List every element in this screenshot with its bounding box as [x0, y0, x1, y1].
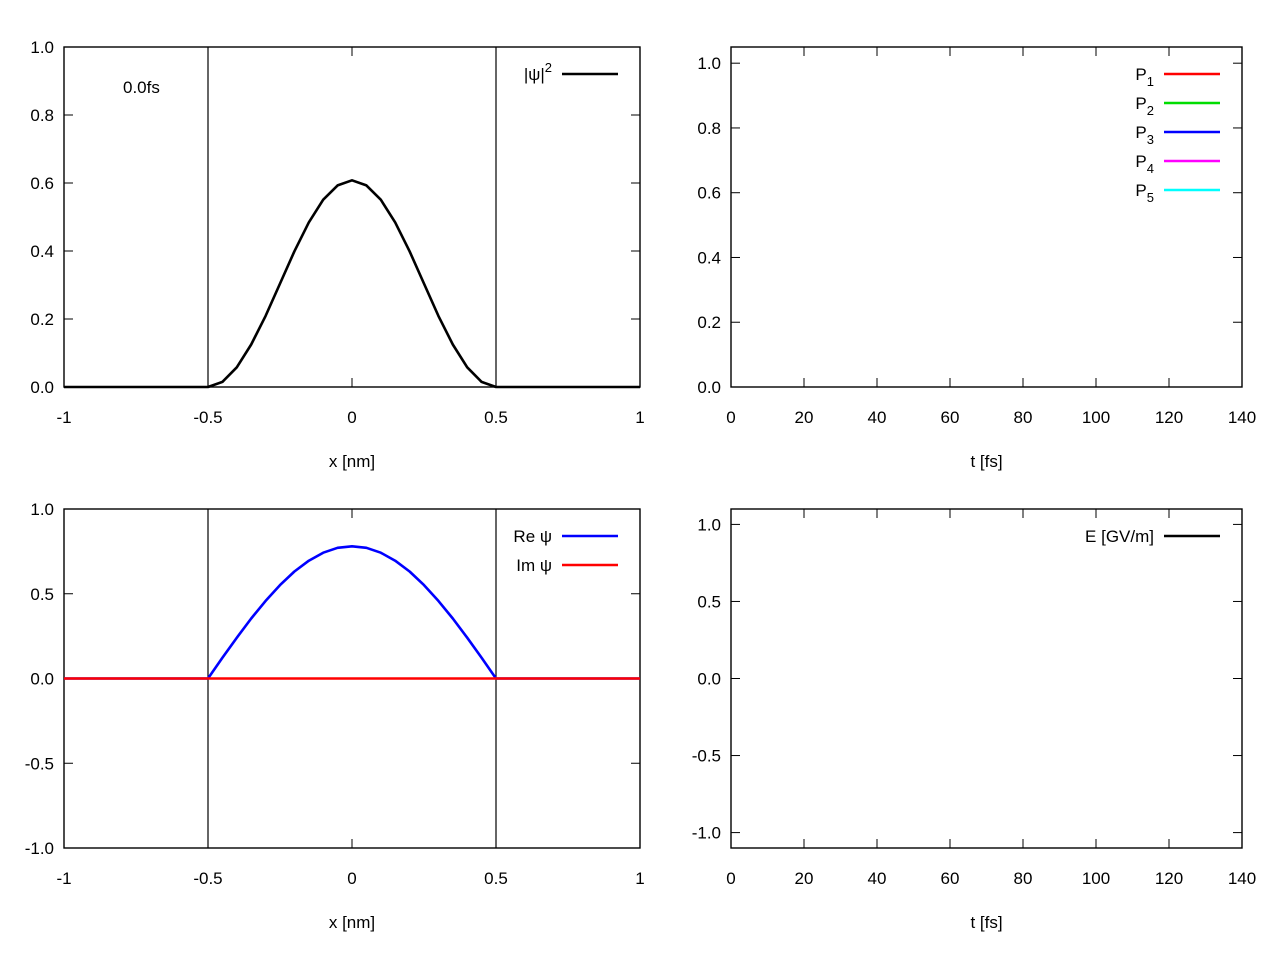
- plot-frame: [730, 508, 1243, 849]
- series-line: [64, 179, 640, 389]
- y-tick-label: 0.0: [30, 378, 54, 397]
- x-tick-label: 1: [635, 408, 644, 427]
- x-tick-label: 0.5: [484, 408, 508, 427]
- x-tick-label: 0: [347, 869, 356, 888]
- x-axis-label: t [fs]: [970, 452, 1002, 471]
- plot-frame: [730, 46, 1243, 388]
- series-line: [64, 544, 640, 680]
- y-tick-label: 0.6: [30, 174, 54, 193]
- y-tick-label: 0.8: [30, 106, 54, 125]
- y-tick-label: 1.0: [30, 38, 54, 57]
- x-tick-label: 120: [1155, 408, 1183, 427]
- panel-electric-field: 0 20 40 60 80 100 120 140 -1.0 -0.5 0.0 0.5 1.0 t [fs…: [692, 508, 1256, 932]
- panel-state-populations: 0 20 40 60 80 100 120 140 0.0 0.2 0.4 0.6 0.8 1.0 t [f…: [697, 46, 1256, 471]
- y-tick-label: 0.8: [697, 119, 721, 138]
- y-tick-label: -1.0: [25, 839, 54, 858]
- x-tick-label: -0.5: [193, 869, 222, 888]
- x-tick-label: -1: [56, 869, 71, 888]
- x-tick-label: 20: [795, 869, 814, 888]
- y-tick-label: 0.2: [697, 313, 721, 332]
- legend-label: |ψ|2: [524, 60, 552, 84]
- legend-label: P2: [1135, 94, 1154, 118]
- y-tick-label: 0.5: [30, 585, 54, 604]
- x-tick-label: -0.5: [193, 408, 222, 427]
- legend-label: Im ψ: [516, 556, 552, 575]
- x-tick-label: -1: [56, 408, 71, 427]
- y-tick-label: 1.0: [697, 515, 721, 534]
- x-tick-label: 80: [1014, 869, 1033, 888]
- plot-frame: [63, 46, 641, 388]
- legend-label: P1: [1135, 65, 1154, 89]
- x-tick-label: 80: [1014, 408, 1033, 427]
- x-tick-label: 100: [1082, 408, 1110, 427]
- y-tick-label: 0.6: [697, 184, 721, 203]
- y-tick-label: 0.0: [30, 670, 54, 689]
- y-tick-label: 1.0: [30, 500, 54, 519]
- x-tick-label: 120: [1155, 869, 1183, 888]
- y-tick-label: 0.4: [30, 242, 54, 261]
- x-tick-label: 0: [347, 408, 356, 427]
- legend-label: P5: [1135, 181, 1154, 205]
- x-axis-label: x [nm]: [329, 452, 375, 471]
- y-tick-label: 0.0: [697, 670, 721, 689]
- y-tick-label: 0.4: [697, 248, 721, 267]
- x-tick-label: 40: [868, 869, 887, 888]
- x-tick-label: 0: [726, 408, 735, 427]
- x-tick-label: 140: [1228, 869, 1256, 888]
- legend-label: P3: [1135, 123, 1154, 147]
- y-tick-label: 0.5: [697, 592, 721, 611]
- x-tick-label: 60: [941, 408, 960, 427]
- x-tick-label: 140: [1228, 408, 1256, 427]
- y-tick-label: 0.2: [30, 310, 54, 329]
- x-tick-label: 60: [941, 869, 960, 888]
- x-axis-label: t [fs]: [970, 913, 1002, 932]
- legend-label: E [GV/m]: [1085, 527, 1154, 546]
- x-tick-label: 40: [868, 408, 887, 427]
- x-tick-label: 100: [1082, 869, 1110, 888]
- x-tick-label: 0.5: [484, 869, 508, 888]
- y-tick-label: -1.0: [692, 824, 721, 843]
- panel-probability-density: -1 -0.5 0 0.5 1 0.0 0.2 0.4 0.6 0.8 1.0 x [nm] 0.0fs…: [30, 38, 644, 471]
- x-tick-label: 20: [795, 408, 814, 427]
- time-annotation: 0.0fs: [123, 78, 160, 97]
- x-tick-label: 0: [726, 869, 735, 888]
- y-tick-label: -0.5: [25, 754, 54, 773]
- panel-wavefunction: -1 -0.5 0 0.5 1 -1.0 -0.5 0.0 0.5 1.0 x [nm] Re ψ Im…: [25, 500, 645, 932]
- x-axis-label: x [nm]: [329, 913, 375, 932]
- y-tick-label: 0.0: [697, 378, 721, 397]
- y-tick-label: 1.0: [697, 54, 721, 73]
- y-tick-label: -0.5: [692, 747, 721, 766]
- x-tick-label: 1: [635, 869, 644, 888]
- legend-label: Re ψ: [513, 527, 552, 546]
- legend-label: P4: [1135, 152, 1154, 176]
